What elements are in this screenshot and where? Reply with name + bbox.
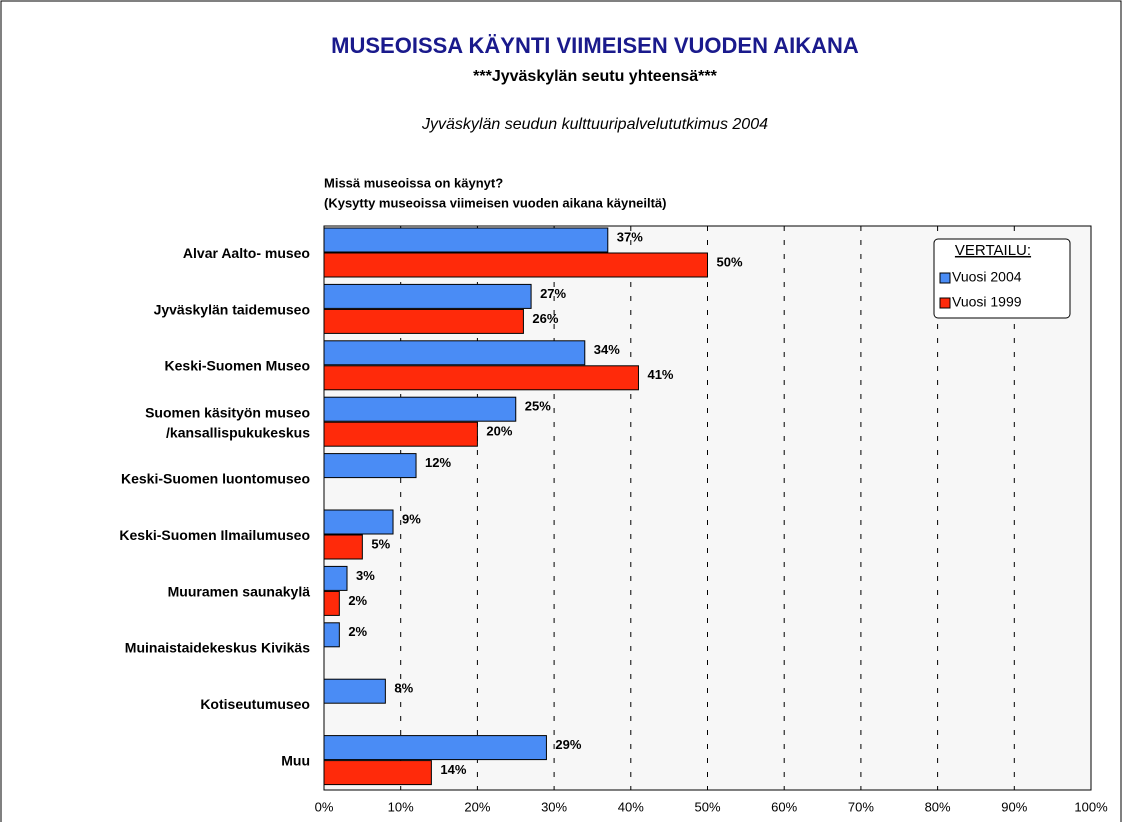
- x-tick-label: 30%: [541, 799, 567, 814]
- data-label: 8%: [394, 681, 413, 696]
- data-label: 26%: [532, 311, 558, 326]
- bar: [323, 509, 394, 535]
- data-label: 12%: [425, 455, 451, 470]
- y-tick-label: Jyväskylän taidemuseo: [154, 301, 310, 317]
- chart-title: MUSEOISSA KÄYNTI VIIMEISEN VUODEN AIKANA: [331, 33, 859, 58]
- bar: [323, 365, 639, 391]
- legend-label: Vuosi 1999: [952, 294, 1022, 310]
- x-tick-label: 10%: [388, 799, 414, 814]
- data-label: 37%: [617, 229, 643, 244]
- y-tick-label: Kotiseutumuseo: [200, 696, 310, 712]
- source: Jyväskylän seudun kulttuuripalvelututkim…: [421, 116, 768, 133]
- legend-title: VERTAILU:: [955, 242, 1031, 259]
- question: (Kysytty museoissa viimeisen vuoden aika…: [324, 195, 666, 210]
- bar: [323, 396, 517, 422]
- bar: [323, 622, 340, 648]
- y-tick-label: Suomen käsityön museo/kansallispukukesku…: [145, 404, 310, 440]
- bar: [323, 534, 363, 560]
- y-tick-label: Keski-Suomen luontomuseo: [121, 471, 310, 487]
- chart-subtitle: ***Jyväskylän seutu yhteensä***: [473, 68, 717, 85]
- data-label: 14%: [440, 762, 466, 777]
- data-label: 3%: [356, 568, 375, 583]
- legend-swatch: [939, 272, 951, 284]
- x-tick-label: 80%: [925, 799, 951, 814]
- x-tick-label: 20%: [464, 799, 490, 814]
- y-tick-label: Muu: [281, 753, 310, 769]
- x-tick-label: 0%: [315, 799, 334, 814]
- data-label: 29%: [555, 737, 581, 752]
- legend-label: Vuosi 2004: [952, 269, 1022, 285]
- y-tick-label: Keski-Suomen Ilmailumuseo: [119, 527, 310, 543]
- bar: [323, 252, 708, 278]
- data-label: 34%: [594, 342, 620, 357]
- x-tick-label: 60%: [771, 799, 797, 814]
- x-tick-label: 90%: [1001, 799, 1027, 814]
- question: Missä museoissa on käynyt?: [324, 175, 503, 190]
- data-label: 41%: [647, 367, 673, 382]
- y-tick-label: Keski-Suomen Museo: [165, 358, 310, 374]
- bar: [323, 735, 547, 761]
- x-tick-label: 70%: [848, 799, 874, 814]
- bar: [323, 760, 432, 786]
- bar: [323, 283, 532, 309]
- bar: [323, 340, 586, 366]
- bar: [323, 308, 524, 334]
- x-tick-label: 40%: [618, 799, 644, 814]
- legend-box: [933, 238, 1071, 319]
- bar: [323, 565, 348, 591]
- bar: [323, 421, 478, 447]
- y-tick-label: Muinaistaidekeskus Kivikäs: [125, 640, 310, 656]
- data-label: 2%: [348, 624, 367, 639]
- y-tick-label: Muuramen saunakylä: [168, 583, 311, 599]
- x-tick-label: 50%: [694, 799, 720, 814]
- data-label: 20%: [486, 424, 512, 439]
- data-label: 5%: [371, 536, 390, 551]
- data-label: 9%: [402, 511, 421, 526]
- bar: [323, 678, 386, 704]
- legend-swatch: [939, 297, 951, 309]
- bar: [323, 590, 340, 616]
- data-label: 50%: [717, 254, 743, 269]
- x-tick-label: 100%: [1074, 799, 1108, 814]
- data-label: 27%: [540, 286, 566, 301]
- data-label: 25%: [525, 399, 551, 414]
- data-label: 2%: [348, 593, 367, 608]
- bar: [323, 453, 417, 479]
- bar: [323, 227, 609, 253]
- y-tick-label: Alvar Aalto- museo: [183, 245, 310, 261]
